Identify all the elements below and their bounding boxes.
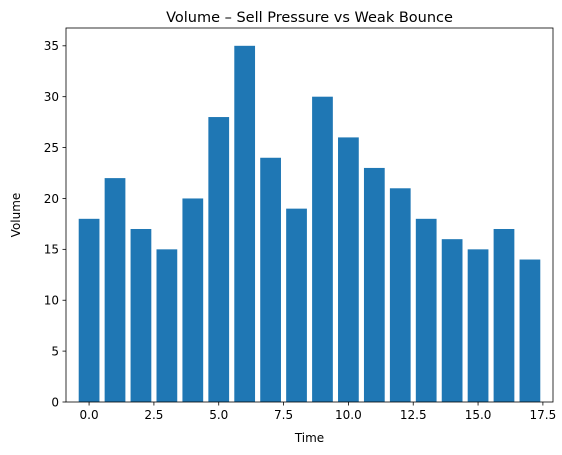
bar-15 bbox=[467, 249, 489, 402]
y-tick-label: 20 bbox=[44, 192, 59, 206]
bar-0 bbox=[78, 218, 100, 402]
bar-1 bbox=[104, 178, 126, 402]
bar-17 bbox=[519, 259, 541, 402]
bar-11 bbox=[363, 167, 385, 402]
bar-10 bbox=[338, 137, 359, 402]
y-tick-label: 35 bbox=[44, 39, 59, 53]
x-tick-label: 7.5 bbox=[274, 408, 293, 422]
bar-9 bbox=[312, 96, 333, 402]
x-tick-label: 17.5 bbox=[530, 408, 557, 422]
y-tick-label: 0 bbox=[51, 395, 59, 409]
x-axis: 0.0 2.5 5.0 7.5 10.0 12.5 15.0 17.5 bbox=[80, 402, 557, 422]
bar-14 bbox=[441, 239, 463, 402]
bar-5 bbox=[208, 117, 230, 403]
chart-title: Volume – Sell Pressure vs Weak Bounce bbox=[166, 10, 453, 26]
bar-6 bbox=[234, 45, 256, 403]
x-tick-label: 10.0 bbox=[335, 408, 362, 422]
y-tick-label: 15 bbox=[44, 243, 59, 257]
bar-8 bbox=[286, 208, 307, 402]
y-axis: 0 5 10 15 20 25 30 35 bbox=[44, 39, 66, 409]
x-axis-label: Time bbox=[294, 431, 324, 445]
y-tick-label: 25 bbox=[44, 141, 59, 155]
bar-13 bbox=[415, 218, 437, 402]
bar-2 bbox=[130, 228, 152, 402]
bar-3 bbox=[156, 249, 178, 402]
x-tick-label: 12.5 bbox=[400, 408, 427, 422]
y-tick-label: 5 bbox=[51, 344, 59, 358]
plot-frame bbox=[65, 27, 554, 403]
y-tick-label: 30 bbox=[44, 90, 59, 104]
y-tick-label: 10 bbox=[44, 294, 59, 308]
bar-16 bbox=[493, 228, 515, 402]
y-axis-label: Volume bbox=[9, 193, 23, 238]
bar-7 bbox=[260, 157, 281, 402]
x-tick-label: 2.5 bbox=[144, 408, 163, 422]
x-tick-label: 15.0 bbox=[465, 408, 492, 422]
bars-group bbox=[78, 45, 541, 403]
x-tick-label: 0.0 bbox=[80, 408, 99, 422]
x-tick-label: 5.0 bbox=[209, 408, 228, 422]
bar-12 bbox=[389, 188, 411, 402]
bar-4 bbox=[182, 198, 204, 402]
